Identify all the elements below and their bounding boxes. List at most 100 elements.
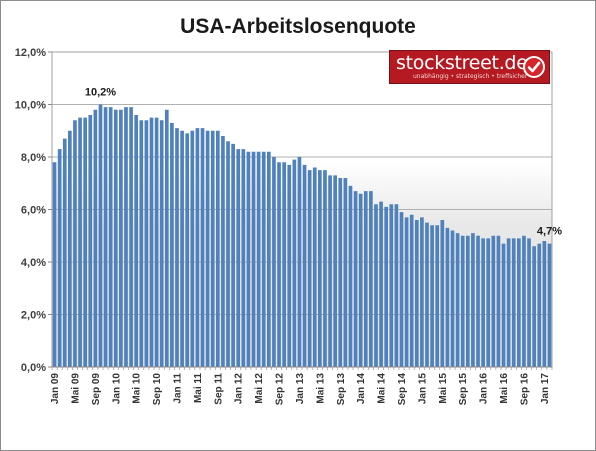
bar — [108, 107, 113, 367]
bar — [389, 204, 394, 367]
y-tick-label: 4,0% — [21, 257, 46, 269]
x-tick-label: Sep 14 — [397, 373, 408, 406]
bar — [73, 120, 77, 367]
bar — [277, 162, 281, 367]
bar — [384, 206, 389, 367]
x-tick-label: Mai 14 — [377, 373, 388, 404]
bar — [491, 235, 496, 367]
bar — [369, 191, 373, 367]
bar — [159, 120, 164, 367]
bar — [517, 238, 521, 367]
bar — [210, 130, 215, 367]
bar — [307, 170, 312, 367]
bar — [221, 136, 225, 367]
bar — [302, 164, 307, 367]
x-tick-label: Jan 13 — [295, 373, 306, 405]
bar — [323, 170, 327, 367]
bar — [175, 128, 179, 367]
bar — [506, 238, 511, 367]
x-tick-label: Jan 16 — [479, 373, 490, 405]
x-tick-label: Mai 15 — [438, 373, 449, 404]
bar — [57, 149, 62, 367]
x-tick-label: Jan 12 — [234, 373, 245, 405]
bar — [348, 185, 353, 367]
x-tick-label: Jan 15 — [417, 373, 428, 405]
bar — [501, 243, 506, 367]
data-label: 4,7% — [537, 226, 562, 238]
y-axis: 0,0% 2,0% 4,0% 6,0% 8,0% 10,0% 12,0% — [15, 47, 52, 374]
y-tick-label: 2,0% — [21, 310, 46, 322]
bar — [420, 217, 424, 367]
bar — [353, 191, 358, 367]
bar — [241, 149, 246, 367]
bar — [297, 157, 302, 367]
bar — [170, 122, 174, 367]
data-label: 10,2% — [85, 87, 116, 99]
x-tick-label: Sep 15 — [458, 373, 469, 406]
bar — [180, 130, 184, 367]
checkmark-icon — [523, 56, 545, 78]
x-tick-label: Jan 17 — [540, 373, 551, 405]
x-tick-label: Sep 09 — [91, 373, 102, 406]
bar-series — [52, 104, 552, 367]
bar — [226, 141, 230, 367]
bar — [68, 130, 72, 367]
x-tick-label: Sep 11 — [213, 373, 224, 405]
bar — [154, 117, 159, 367]
bar — [215, 130, 220, 367]
bar — [363, 191, 368, 367]
bar — [440, 220, 445, 367]
bar — [522, 235, 526, 367]
bar — [547, 243, 552, 367]
stockstreet-logo: stockstreet.de unabhängig • strategisch … — [389, 50, 550, 84]
bar — [409, 214, 414, 367]
bar — [374, 204, 378, 367]
x-tick-label: Sep 10 — [152, 373, 163, 406]
bar — [205, 130, 210, 367]
bar — [328, 175, 332, 367]
bar — [231, 143, 235, 367]
bar — [83, 117, 87, 367]
bar — [124, 107, 128, 367]
bar — [139, 120, 144, 367]
bar — [532, 246, 536, 367]
bar — [338, 178, 343, 367]
bar — [486, 238, 491, 367]
data-labels: 10,2% 4,7% — [85, 87, 562, 238]
logo-tagline: unabhängig • strategisch • treffsicher — [413, 73, 528, 80]
x-tick-label: Mai 13 — [315, 373, 326, 404]
bar — [62, 138, 67, 367]
bar — [542, 241, 547, 367]
y-tick-label: 0,0% — [21, 362, 46, 374]
x-tick-label: Sep 12 — [275, 373, 286, 406]
bar — [511, 238, 516, 367]
bar — [318, 170, 322, 367]
x-tick-label: Sep 16 — [519, 373, 530, 406]
bar — [251, 151, 256, 367]
chart-title: USA-Arbeitslosenquote — [180, 15, 416, 38]
bar — [113, 109, 118, 367]
x-tick-label: Mai 16 — [499, 373, 510, 404]
logo-name: stockstreet.de — [396, 52, 528, 74]
bar — [394, 204, 399, 367]
bar — [200, 128, 205, 367]
bar — [144, 120, 149, 367]
x-tick-label: Mai 09 — [70, 373, 81, 404]
x-tick-label: Mai 11 — [193, 373, 204, 403]
x-tick-label: Mai 10 — [132, 373, 143, 404]
x-tick-label: Sep 13 — [336, 373, 347, 406]
bar — [465, 235, 470, 367]
bar — [246, 151, 251, 367]
bar — [256, 151, 261, 367]
bar — [282, 162, 286, 367]
bar — [425, 222, 429, 367]
y-tick-label: 6,0% — [21, 205, 46, 217]
bar — [496, 235, 501, 367]
bar — [190, 130, 195, 367]
bar — [312, 167, 317, 367]
bar — [430, 225, 434, 367]
bar — [93, 109, 98, 367]
bar — [267, 151, 271, 367]
bar — [481, 238, 485, 367]
y-tick-label: 10,0% — [15, 100, 46, 112]
